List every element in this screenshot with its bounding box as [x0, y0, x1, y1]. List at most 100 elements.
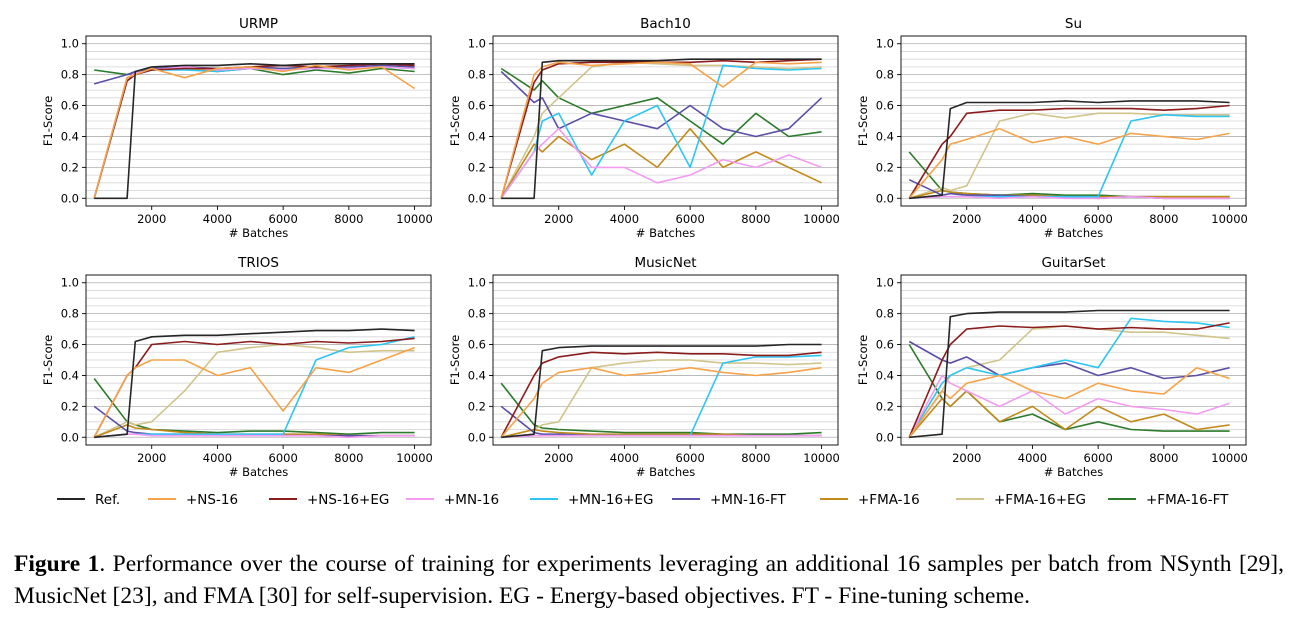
y-tick-label: 0.2: [468, 160, 486, 174]
caption-text: . Performance over the course of trainin…: [14, 551, 1284, 609]
series-line-fma-16-eg: [909, 326, 1229, 437]
x-tick-label: 4000: [203, 451, 232, 465]
series-group: [909, 101, 1229, 198]
x-tick-label: 10000: [396, 451, 433, 465]
x-axis-label: # Batches: [229, 226, 288, 240]
subplot-title: TRIOS: [237, 255, 279, 271]
y-axis-label: F1-Score: [41, 335, 55, 385]
y-tick-label: 0.2: [61, 399, 79, 413]
results-figure: 0.0 0.2 0.4 0.6 0.8 1.0 2000 4000 6000 8000 10000 U…: [0, 0, 1298, 530]
y-tick-label: 0.4: [61, 129, 79, 143]
y-tick-label: 0.6: [61, 338, 79, 352]
y-tick-label: 0.2: [876, 399, 894, 413]
subplot-musicnet: 0.0 0.2 0.4 0.6 0.8 1.0 2000 4000 6000 8000 10000 M…: [448, 255, 840, 479]
y-tick-label: 0.0: [876, 191, 894, 205]
x-axis-label: # Batches: [636, 226, 695, 240]
legend-label: +FMA-16+EG: [994, 492, 1086, 508]
series-group: [94, 64, 414, 199]
series-line-fma-16-ft: [909, 152, 1229, 197]
series-line-ns-16-eg: [501, 352, 821, 437]
subplot-urmp: 0.00.20.40.60.81.02000 4000 6000 8000 10000U…: [41, 16, 433, 240]
series-line-ns-16: [94, 65, 414, 198]
y-axis-label: F1-Score: [856, 335, 870, 385]
y-tick-label: 1.0: [468, 37, 486, 51]
subplot-trios: 0.0 0.2 0.4 0.6 0.8 1.0 2000 4000 6000 8000 10000 T…: [41, 255, 433, 479]
x-tick-label: 2000: [137, 451, 166, 465]
y-tick-label: 0.2: [876, 160, 894, 174]
y-tick-label: 0.4: [468, 368, 486, 382]
x-tick-label: 8000: [334, 212, 363, 226]
series-line-fma-16: [501, 129, 821, 199]
subplot-su: 0.00.20.40.60.81.02000 4000 6000 8000 10000S…: [856, 16, 1248, 240]
y-tick-label: 0.0: [468, 430, 486, 444]
y-tick-label: 0.8: [468, 307, 486, 321]
x-axis-label: # Batches: [229, 465, 288, 479]
series-line-ns-16: [501, 368, 821, 438]
x-tick-label: 2000: [952, 212, 981, 226]
y-tick-label: 0.0: [61, 430, 79, 444]
y-tick-label: 0.8: [61, 307, 79, 321]
y-tick-label: 1.0: [876, 276, 894, 290]
series-line-mn-16-eg: [909, 318, 1229, 437]
y-tick-label: 0.6: [61, 99, 79, 113]
y-tick-label: 0.2: [61, 160, 79, 174]
subplot-title: URMP: [239, 16, 278, 32]
y-tick-label: 0.6: [468, 338, 486, 352]
legend-label: +NS-16: [186, 492, 238, 508]
y-axis-label: F1-Score: [448, 96, 462, 146]
x-tick-label: 10000: [1211, 212, 1248, 226]
figure-caption: Figure 1. Performance over the course of…: [14, 548, 1284, 612]
subplot-title: Su: [1065, 16, 1082, 32]
x-tick-label: 6000: [269, 212, 298, 226]
x-tick-label: 2000: [137, 212, 166, 226]
caption-label: Figure 1: [14, 551, 99, 577]
x-tick-label: 2000: [544, 451, 573, 465]
x-axis-label: # Batches: [1044, 226, 1103, 240]
legend-label: +MN-16: [444, 492, 499, 508]
y-tick-label: 0.4: [468, 129, 486, 143]
series-line-fma-16-eg: [94, 67, 414, 198]
subplot-title: MusicNet: [634, 255, 696, 271]
y-axis-label: F1-Score: [448, 335, 462, 385]
x-tick-label: 8000: [1149, 451, 1178, 465]
y-tick-label: 0.6: [468, 99, 486, 113]
y-tick-label: 0.0: [876, 430, 894, 444]
x-axis-label: # Batches: [1044, 465, 1103, 479]
y-tick-label: 0.2: [468, 399, 486, 413]
x-tick-label: 2000: [544, 212, 573, 226]
x-tick-label: 6000: [1084, 212, 1113, 226]
x-tick-label: 4000: [1018, 451, 1047, 465]
x-tick-label: 10000: [1211, 451, 1248, 465]
x-tick-label: 8000: [334, 451, 363, 465]
x-tick-label: 6000: [269, 451, 298, 465]
y-tick-label: 0.4: [61, 368, 79, 382]
y-axis-label: F1-Score: [41, 96, 55, 146]
subplot-guitarset: 0.00.20.40.60.81.02000 4000 6000 8000 10000G…: [856, 255, 1248, 479]
y-tick-label: 0.4: [876, 368, 894, 382]
x-tick-label: 10000: [803, 451, 840, 465]
x-tick-label: 4000: [203, 212, 232, 226]
x-tick-label: 6000: [1084, 451, 1113, 465]
x-tick-label: 6000: [676, 451, 705, 465]
series-line-ns-16-eg: [94, 338, 414, 437]
subplot-title: GuitarSet: [1041, 255, 1105, 271]
series-line-fma-16: [94, 65, 414, 198]
legend-label: +NS-16+EG: [307, 492, 389, 508]
subplot-title: Bach10: [640, 16, 691, 32]
legend: Ref. +NS-16 +NS-16+EG +MN-16 +MN-16+EG +MN-16…: [57, 492, 1229, 508]
x-tick-label: 4000: [610, 451, 639, 465]
y-tick-label: 1.0: [61, 276, 79, 290]
y-tick-label: 0.6: [876, 99, 894, 113]
legend-label: +FMA-16: [858, 492, 920, 508]
legend-label: Ref.: [95, 492, 120, 508]
y-axis-label: F1-Score: [856, 96, 870, 146]
series-group: [909, 311, 1229, 438]
legend-label: +FMA-16-FT: [1146, 492, 1229, 508]
series-line-mn-16-eg: [94, 67, 414, 198]
y-tick-label: 0.0: [468, 191, 486, 205]
series-line-ref: [94, 64, 414, 199]
series-line-mn-16: [94, 67, 414, 198]
x-tick-label: 8000: [1149, 212, 1178, 226]
y-tick-label: 0.8: [876, 68, 894, 82]
y-tick-label: 0.0: [61, 191, 79, 205]
